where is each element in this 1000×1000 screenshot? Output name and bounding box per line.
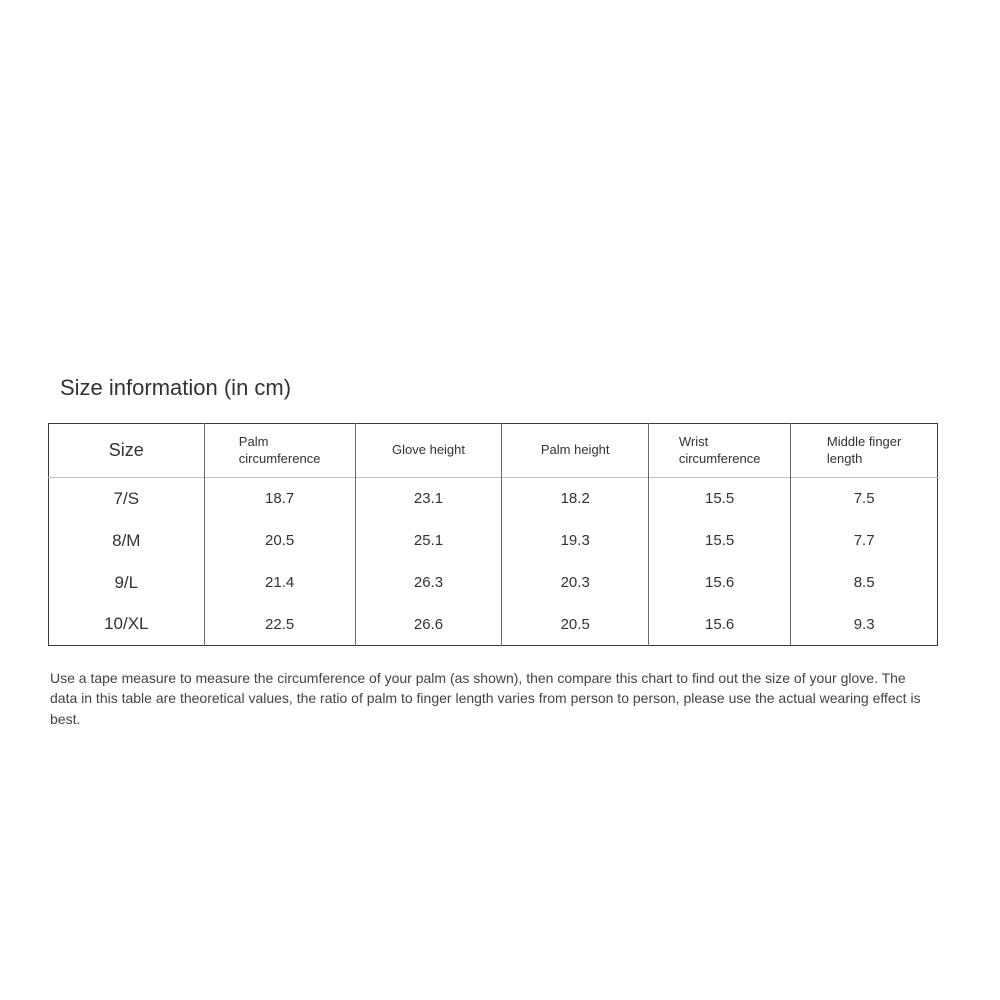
cell-glove-h: 23.1 <box>355 478 502 520</box>
cell-mid-finger: 7.7 <box>791 520 938 562</box>
cell-glove-h: 26.3 <box>355 562 502 604</box>
cell-glove-h: 26.6 <box>355 604 502 646</box>
size-info-block: Size information (in cm) Size Palm circu… <box>48 375 938 729</box>
cell-wrist-circ: 15.6 <box>649 562 791 604</box>
cell-wrist-circ: 15.5 <box>649 478 791 520</box>
table-row: 9/L 21.4 26.3 20.3 15.6 8.5 <box>49 562 938 604</box>
col-header-size: Size <box>49 424 205 478</box>
cell-mid-finger: 7.5 <box>791 478 938 520</box>
instruction-note: Use a tape measure to measure the circum… <box>48 668 938 729</box>
table-row: 10/XL 22.5 26.6 20.5 15.6 9.3 <box>49 604 938 646</box>
cell-mid-finger: 8.5 <box>791 562 938 604</box>
cell-wrist-circ: 15.6 <box>649 604 791 646</box>
cell-size: 10/XL <box>49 604 205 646</box>
cell-palm-circ: 20.5 <box>204 520 355 562</box>
size-table: Size Palm circumference Glove height Pal… <box>48 423 938 646</box>
cell-size: 7/S <box>49 478 205 520</box>
cell-palm-h: 20.3 <box>502 562 649 604</box>
cell-palm-h: 19.3 <box>502 520 649 562</box>
col-header-middle-finger: Middle finger length <box>791 424 938 478</box>
cell-palm-h: 18.2 <box>502 478 649 520</box>
cell-mid-finger: 9.3 <box>791 604 938 646</box>
cell-palm-circ: 22.5 <box>204 604 355 646</box>
cell-size: 8/M <box>49 520 205 562</box>
col-header-palm-height: Palm height <box>502 424 649 478</box>
col-header-palm-circ: Palm circumference <box>204 424 355 478</box>
cell-wrist-circ: 15.5 <box>649 520 791 562</box>
cell-palm-circ: 21.4 <box>204 562 355 604</box>
section-title: Size information (in cm) <box>60 375 938 401</box>
col-header-glove-height: Glove height <box>355 424 502 478</box>
table-row: 8/M 20.5 25.1 19.3 15.5 7.7 <box>49 520 938 562</box>
cell-size: 9/L <box>49 562 205 604</box>
cell-palm-h: 20.5 <box>502 604 649 646</box>
cell-palm-circ: 18.7 <box>204 478 355 520</box>
cell-glove-h: 25.1 <box>355 520 502 562</box>
table-header-row: Size Palm circumference Glove height Pal… <box>49 424 938 478</box>
table-row: 7/S 18.7 23.1 18.2 15.5 7.5 <box>49 478 938 520</box>
col-header-wrist-circ: Wrist circumference <box>649 424 791 478</box>
